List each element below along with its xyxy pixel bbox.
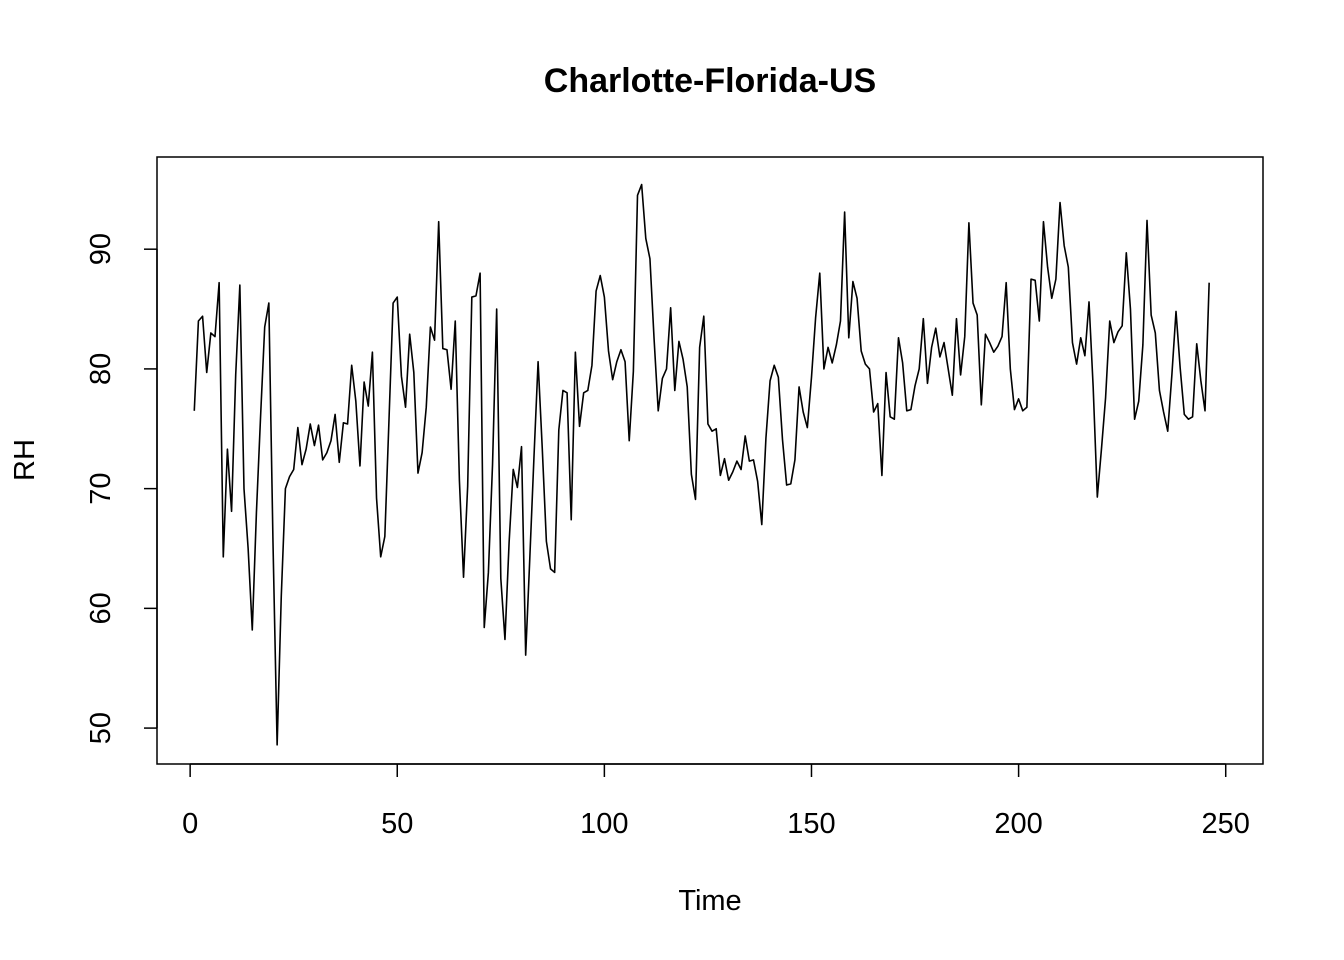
x-tick-label: 200 — [994, 808, 1042, 840]
y-tick-label: 60 — [85, 592, 117, 624]
x-tick-label: 50 — [381, 808, 413, 840]
chart-title: Charlotte-Florida-US — [544, 62, 876, 100]
y-tick-label: 70 — [85, 473, 117, 505]
series-line-rh — [193, 183, 1210, 746]
y-tick-label: 50 — [85, 712, 117, 744]
x-tick-label: 0 — [182, 808, 198, 840]
x-tick-label: 150 — [787, 808, 835, 840]
y-tick-label: 80 — [85, 353, 117, 385]
series-layer — [193, 183, 1210, 746]
x-tick-label: 250 — [1202, 808, 1250, 840]
x-tick-label: 100 — [580, 808, 628, 840]
y-axis: 50 60 70 80 90 — [85, 233, 158, 744]
x-axis-title: Time — [678, 885, 741, 917]
y-axis-title: RH — [9, 439, 41, 481]
y-tick-label: 90 — [85, 233, 117, 265]
x-axis: 0 50 100 150 200 250 — [182, 763, 1250, 840]
